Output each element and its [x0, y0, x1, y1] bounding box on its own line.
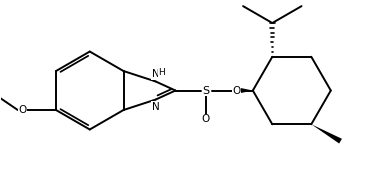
Text: O: O: [18, 105, 27, 115]
Text: N: N: [152, 70, 160, 79]
Text: S: S: [202, 86, 209, 96]
Polygon shape: [240, 88, 253, 93]
Text: O: O: [202, 114, 210, 124]
Text: N: N: [152, 102, 160, 112]
Text: H: H: [158, 68, 165, 76]
Polygon shape: [311, 124, 342, 144]
Text: O: O: [232, 86, 240, 96]
